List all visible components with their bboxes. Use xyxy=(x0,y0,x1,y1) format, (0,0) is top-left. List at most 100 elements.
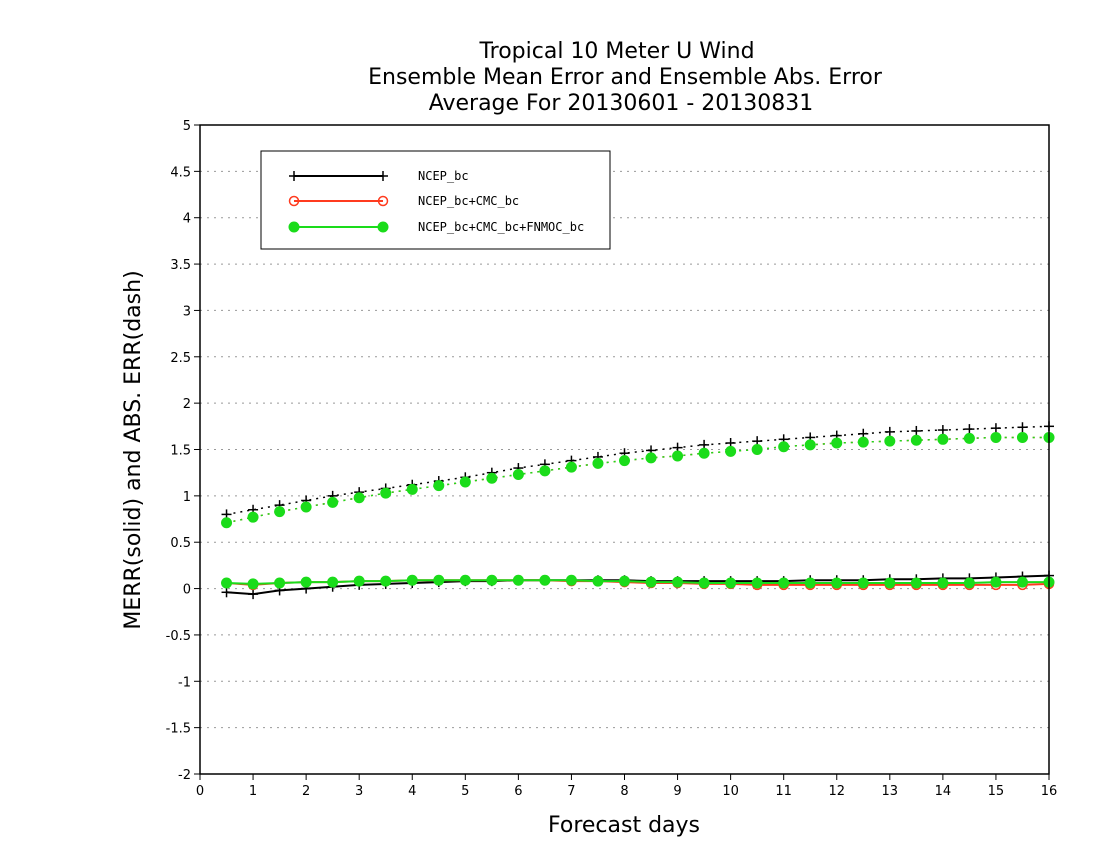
x-tick-label: 8 xyxy=(620,784,628,799)
series-3-abs-error-point xyxy=(751,444,763,455)
series-3-mean-error-point xyxy=(619,575,630,587)
series-3-abs-error-point xyxy=(990,431,1002,443)
series-3-mean-error-point xyxy=(221,577,233,589)
series-3-mean-error-point xyxy=(831,577,843,589)
series-3-mean-error-point xyxy=(963,577,975,589)
legend-marker xyxy=(377,221,389,233)
y-tick-label: 4.5 xyxy=(170,165,191,180)
series-1-abs-error-point xyxy=(884,426,895,437)
y-tick-label: 3 xyxy=(183,304,191,319)
series-3-abs-error-point xyxy=(221,517,233,529)
series-3-abs-error-line xyxy=(226,436,1049,524)
y-tick-label: -2 xyxy=(178,768,191,783)
x-tick-label: 7 xyxy=(567,784,575,799)
series-1-abs-error-line xyxy=(226,425,1050,516)
y-tick-label: 1.5 xyxy=(170,444,191,459)
axes: -2-1.5-1-0.500.511.522.533.544.550 1 2 3 4 5 6… xyxy=(166,119,1058,799)
series-3-mean-error-point xyxy=(592,575,604,587)
x-tick-label: 0 xyxy=(196,784,204,799)
x-tick-label: 10 xyxy=(722,784,739,799)
series-3-mean-error-point xyxy=(910,577,922,589)
series-3-abs-error-point xyxy=(380,487,392,499)
series-3-mean-error-point xyxy=(698,577,710,589)
x-tick-label: 4 xyxy=(408,784,416,799)
plot-frame xyxy=(199,124,1050,775)
y-tick-label: 0 xyxy=(183,583,191,598)
legend-marker xyxy=(378,171,388,181)
y-tick-label: 4 xyxy=(183,212,191,227)
series-3-mean-error-point xyxy=(672,576,684,588)
chart-title-line-1: Tropical 10 Meter U Wind xyxy=(478,39,754,64)
legend-marker xyxy=(377,195,389,207)
series-3-abs-error-point xyxy=(963,432,975,444)
legend-label: NCEP_bc+CMC_bc xyxy=(418,194,519,208)
series-3-mean-error-point xyxy=(433,574,445,586)
x-tick-label: 11 xyxy=(775,784,792,799)
series-3-mean-error-point xyxy=(539,574,551,586)
series-3-abs-error-point xyxy=(274,506,286,518)
x-tick-label: 3 xyxy=(355,784,363,799)
series-3-abs-error-point xyxy=(565,461,577,473)
y-tick-label: 1 xyxy=(183,490,191,505)
gridlines xyxy=(200,170,1049,729)
series-3-abs-error-point xyxy=(831,437,843,449)
series-3-mean-error-point xyxy=(725,577,737,589)
series-3-abs-error-point xyxy=(645,452,657,464)
x-tick-label: 5 xyxy=(461,784,469,799)
x-axis-label: Forecast days xyxy=(548,813,700,838)
plot-area xyxy=(221,421,1055,600)
x-tick-label: 6 xyxy=(514,784,522,799)
series-3-mean-error-point xyxy=(857,577,869,589)
series-3-abs-error-point xyxy=(778,441,790,453)
series-1-abs-error-point xyxy=(990,423,1001,434)
chart-title: Tropical 10 Meter U Wind Ensemble Mean E… xyxy=(368,39,883,116)
series-3-mean-error-point xyxy=(486,574,498,586)
series-3-abs-error-point xyxy=(619,455,630,467)
series-3-mean-error-point xyxy=(380,575,392,587)
series-3-abs-error-point xyxy=(910,434,922,446)
y-axis-label: MERR(solid) and ABS. ERR(dash) xyxy=(121,270,146,629)
series-3-abs-error-point xyxy=(672,450,684,462)
series-3-mean-error-point xyxy=(937,577,949,589)
legend-entry-2: NCEP_bc+CMC_bc xyxy=(288,194,519,208)
series-3-abs-error-point xyxy=(486,472,498,484)
legend-marker xyxy=(288,195,300,207)
y-tick-label: -1.5 xyxy=(166,722,191,737)
series-3-mean-error-point xyxy=(1016,576,1028,588)
series-3-abs-error-point xyxy=(353,492,365,504)
series-3-abs-error-point xyxy=(459,476,471,488)
series-3-mean-error-point xyxy=(884,577,896,589)
series-3-mean-error-point xyxy=(300,576,312,588)
legend-entry-1: NCEP_bc xyxy=(289,169,469,183)
series-3-abs-error-point xyxy=(804,439,816,451)
series-3-abs-error-point xyxy=(247,511,259,523)
x-tick-label: 14 xyxy=(935,784,952,799)
y-tick-label: 3.5 xyxy=(170,258,191,273)
series-3-abs-error-point xyxy=(327,496,339,508)
series-3-abs-error-point xyxy=(300,501,312,513)
series-3-abs-error-point xyxy=(857,436,869,448)
legend-marker xyxy=(288,221,300,233)
legend: NCEP_bc NCEP_bc+CMC_bc NCEP_bc+CMC_bc+FNMO… xyxy=(260,150,611,250)
y-tick-label: 2.5 xyxy=(170,351,191,366)
series-3-mean-error-point xyxy=(751,577,763,589)
series-1-abs-error-point xyxy=(964,424,975,435)
series-3-abs-error-point xyxy=(884,435,896,447)
legend-label: NCEP_bc xyxy=(418,169,469,183)
legend-entry-3: NCEP_bc+CMC_bc+FNMOC_bc xyxy=(288,220,584,234)
series-3-mean-error-point xyxy=(990,576,1002,588)
series-3-abs-error-point xyxy=(406,483,418,495)
series-1-mean-error-point xyxy=(221,587,232,598)
series-3-mean-error-point xyxy=(459,574,471,586)
y-tick-label: 2 xyxy=(183,397,191,412)
series-3-mean-error-point xyxy=(247,578,259,590)
x-tick-label: 13 xyxy=(882,784,899,799)
series-3-mean-error-point xyxy=(645,576,657,588)
x-tick-label: 2 xyxy=(302,784,310,799)
series-3-mean-error-point xyxy=(274,577,286,589)
chart-title-line-2: Ensemble Mean Error and Ensemble Abs. Er… xyxy=(368,65,883,90)
series-2-abs-error-line xyxy=(226,436,1049,524)
series-1-abs-error-point xyxy=(911,425,922,436)
series-3-abs-error-point xyxy=(512,469,524,481)
